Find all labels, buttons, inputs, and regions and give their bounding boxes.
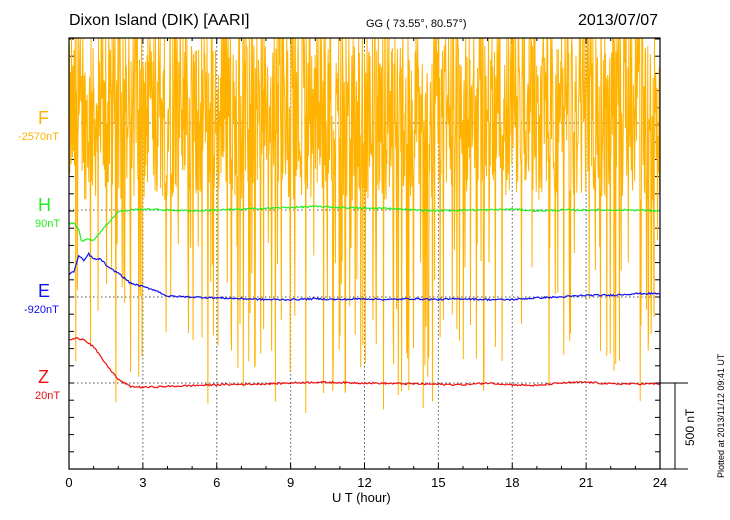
baseline-e: -920nT <box>24 304 59 316</box>
label-f: F <box>38 108 49 128</box>
date: 2013/07/07 <box>578 12 659 29</box>
series-e-line <box>68 251 661 302</box>
x-tick-label: 21 <box>579 475 593 490</box>
plotted-timestamp: Plotted at 2013/11/12 09:41 UT <box>716 353 726 478</box>
plot-frame <box>68 37 661 470</box>
baseline-z: 20nT <box>35 390 61 402</box>
x-tick-label: 12 <box>357 475 371 490</box>
x-tick-label: 0 <box>65 475 72 490</box>
label-z: Z <box>38 367 49 387</box>
x-tick-label: 24 <box>653 475 667 490</box>
x-tick-label: 15 <box>431 475 445 490</box>
series-h-line <box>68 205 661 242</box>
station-title: Dixon Island (DIK) [AARI] <box>69 12 250 29</box>
series-z-line <box>68 336 661 389</box>
x-tick-label: 6 <box>213 475 220 490</box>
x-tick-label: 9 <box>287 475 294 490</box>
x-axis-label: U T (hour) <box>332 490 391 505</box>
scale-label: 500 nT <box>683 408 697 446</box>
label-h: H <box>38 195 51 215</box>
x-tick-label: 18 <box>505 475 519 490</box>
label-e: E <box>38 281 51 301</box>
x-tick-label: 3 <box>139 475 146 490</box>
coordinates: GG ( 73.55°, 80.57°) <box>366 18 467 30</box>
series-f-line <box>68 37 661 413</box>
baseline-h: 90nT <box>35 218 61 230</box>
baseline-f: -2570nT <box>18 131 59 143</box>
